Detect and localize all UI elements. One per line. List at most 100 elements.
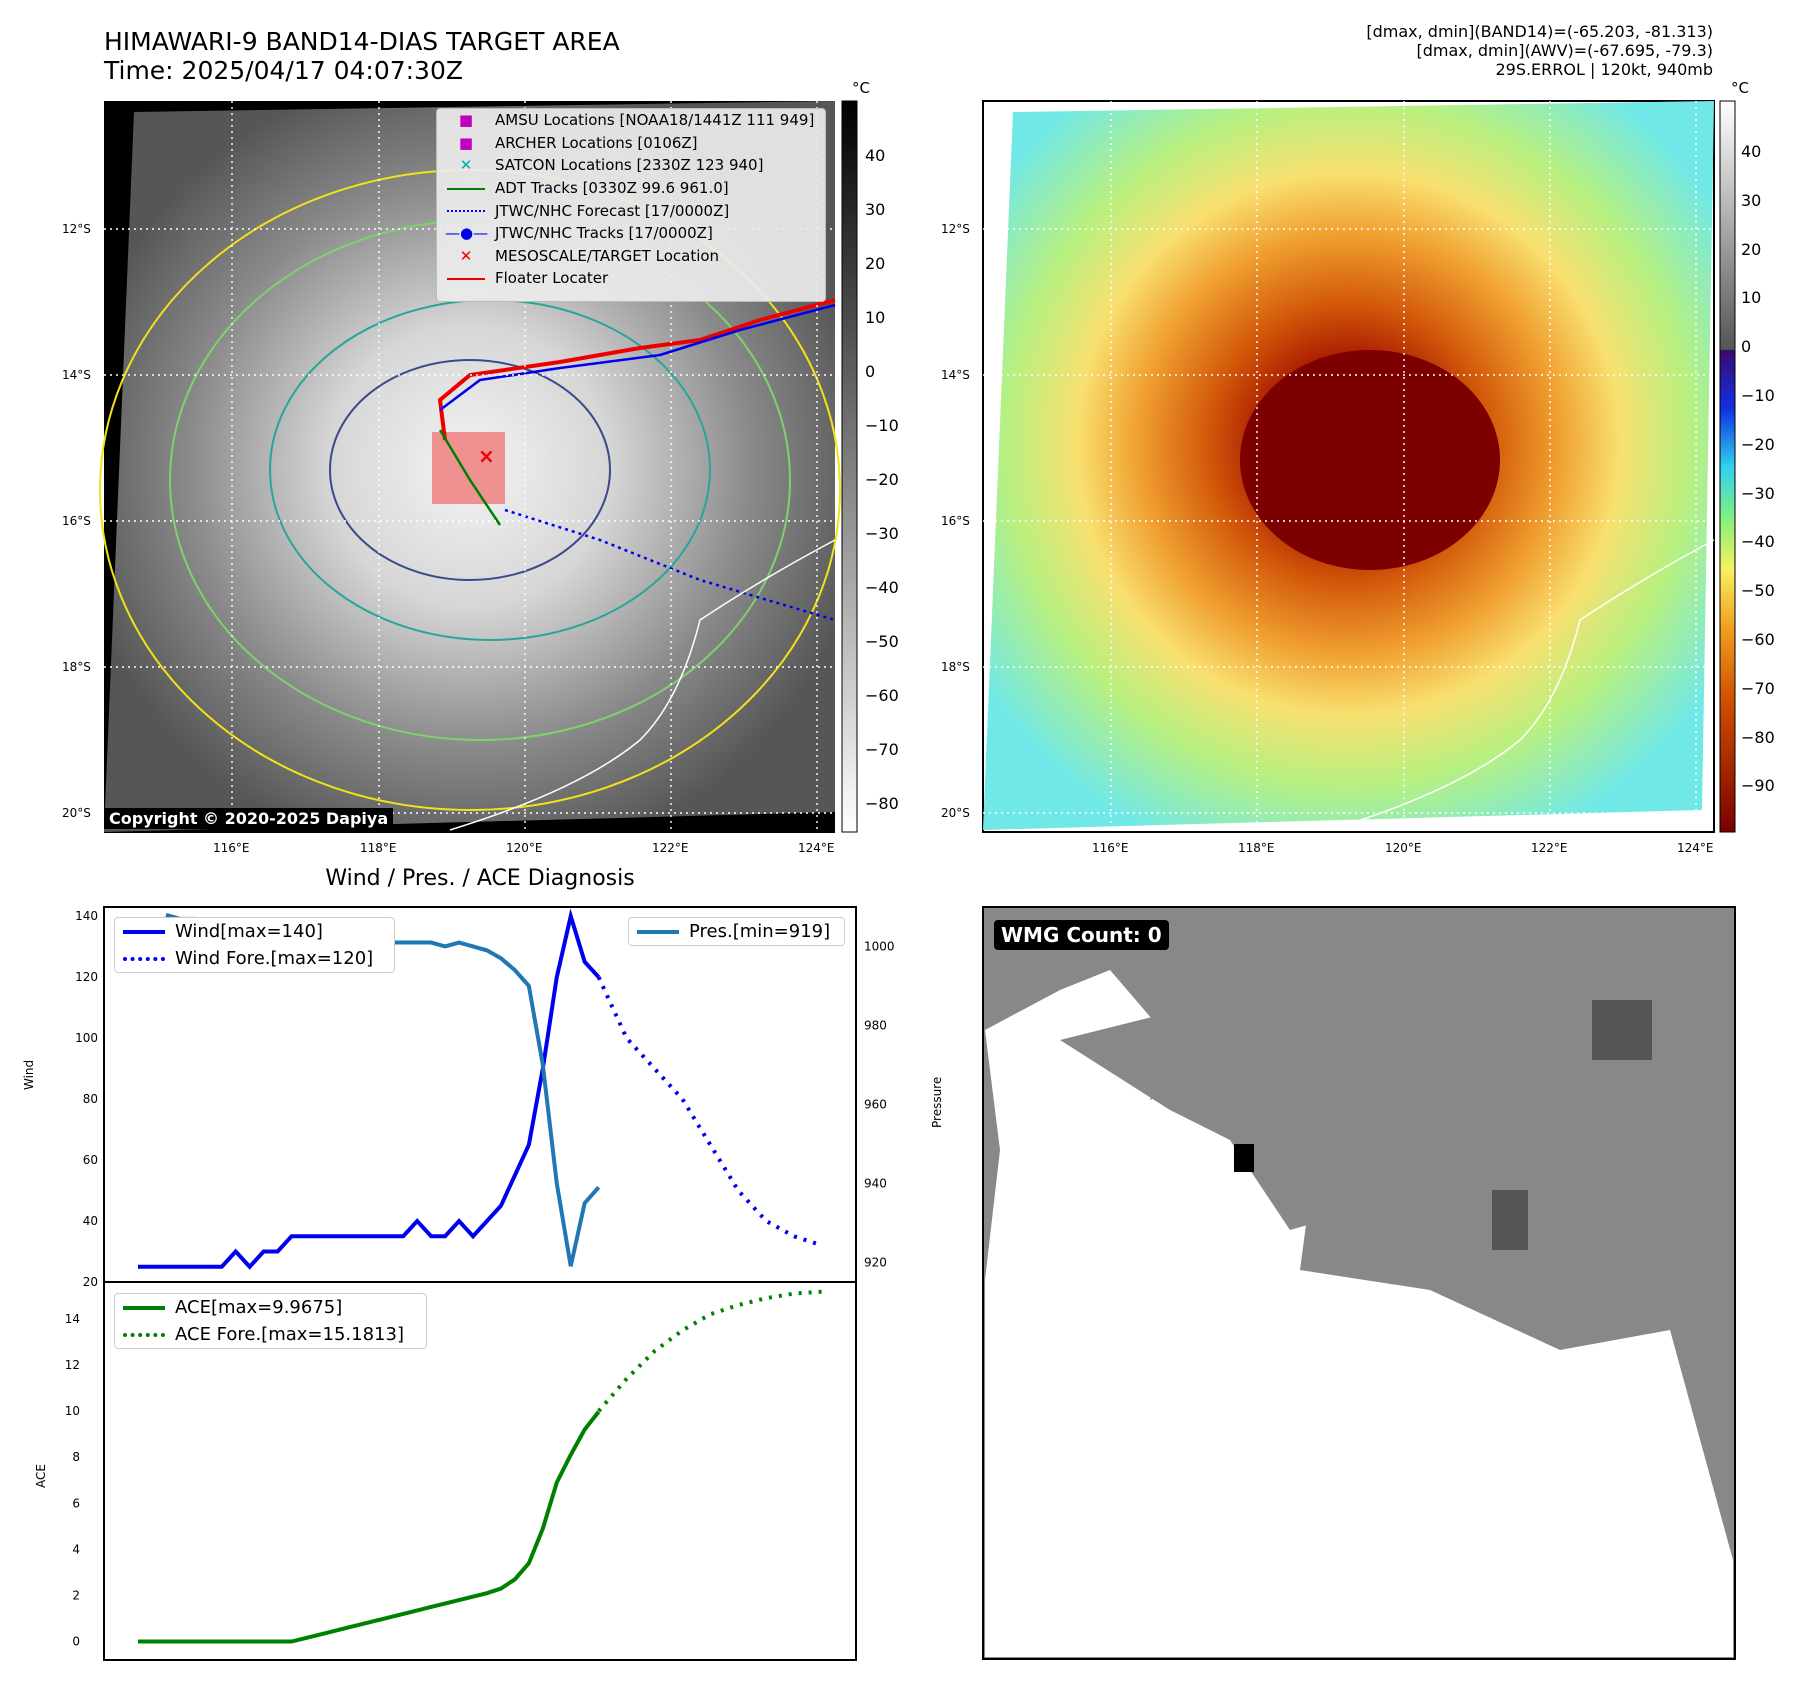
contour-inner [329,359,611,581]
map-legend: ■ AMSU Locations [NOAA18/1441Z 111 949] ■… [436,108,826,302]
ace-tick-label: 0 [72,1635,80,1649]
wmg-black-cell [1234,1144,1254,1172]
copyright-label: Copyright © 2020-2025 Dapiya [104,808,394,829]
colorbar-tick-label: −90 [1741,776,1775,796]
lat-label: 16°S [941,514,970,528]
lon-label: 120°E [506,841,543,855]
colorbar-tick-label: −60 [1741,630,1775,649]
lat-label: 16°S [62,514,91,528]
wind-series-line [138,908,601,1270]
cold-core [1240,350,1500,570]
wind-axis-label: Wind [22,1059,36,1090]
info-line-2: [dmax, dmin](AWV)=(-67.695, -79.3) [1416,41,1713,60]
figure-title: HIMAWARI-9 BAND14-DIAS TARGET AREA Time:… [104,27,620,85]
colorbar-tick-label: −10 [865,416,899,435]
lon-label: 118°E [1238,841,1275,855]
pressure-tick-label: 980 [864,1018,887,1032]
pressure-tick-label: 920 [864,1255,887,1269]
legend-target: ✕ MESOSCALE/TARGET Location [459,246,720,265]
colorbar-tick-label: −50 [1741,581,1775,601]
lon-label: 122°E [652,841,689,855]
ace-tick-label: 6 [72,1496,80,1510]
wind-tick-label: 140 [75,909,98,923]
wmg-count-label: WMG Count: 0 [994,920,1169,950]
colorbar-tick-label: 20 [865,254,886,273]
legend-ace: ACE[max=9.9675] [115,1294,426,1321]
info-line-1: [dmax, dmin](BAND14)=(-65.203, -81.313) [1366,22,1713,41]
wind-legend: Wind[max=140] Wind Fore.[max=120] [114,917,395,973]
coastline-left [449,539,836,831]
wmg-dark-cell [1592,1000,1652,1060]
target-marker: × [478,444,495,468]
legend-ace-forecast: ACE Fore.[max=15.1813] [115,1321,426,1348]
colorbar-tick-label: −70 [865,740,899,759]
lat-label: 14°S [62,368,91,382]
colorbar-tick-label: 20 [1741,239,1762,259]
colorbar-tick-label: 30 [1741,190,1762,210]
wind-tick-label: 40 [83,1214,98,1228]
lon-label: 116°E [1092,841,1129,855]
legend-floater: Floater Locater [437,267,825,290]
colorbar-tick-label: −30 [865,524,899,543]
legend-pressure: Pres.[min=919] [629,918,844,945]
title-line-1: HIMAWARI-9 BAND14-DIAS TARGET AREA [104,27,620,56]
colorbar-tick-label: 40 [1741,142,1762,161]
ace-tick-label: 10 [65,1404,80,1418]
lat-label: 12°S [941,222,970,236]
legend-adt: ADT Tracks [0330Z 99.6 961.0] [437,177,825,200]
pressure-tick-label: 960 [864,1097,887,1111]
legend-wind-forecast: Wind Fore.[max=120] [115,945,394,972]
colorbar-tick-label: 10 [1741,288,1762,308]
wmg-dark-cell [1492,1190,1528,1250]
wind-tick-label: 80 [83,1092,98,1106]
lat-label: 20°S [941,806,970,820]
wind-forecast-line [596,976,823,1248]
ace-tick-label: 12 [65,1358,80,1372]
grid-right [983,101,1714,832]
diagnostic-info: [dmax, dmin](BAND14)=(-65.203, -81.313) … [1366,22,1713,79]
ace-legend: ACE[max=9.9675] ACE Fore.[max=15.1813] [114,1293,427,1349]
lon-label: 120°E [1385,841,1422,855]
colorbar-right-unit: °C [1731,79,1749,97]
pressure-tick-label: 940 [864,1176,887,1190]
lat-label: 20°S [62,806,91,820]
legend-wind: Wind[max=140] [115,918,394,945]
colorbar-tick-label: −60 [865,686,899,705]
ace-forecast-line [597,1289,823,1413]
wind-tick-label: 120 [75,970,98,984]
floater-track [437,298,836,441]
pressure-axis-label: Pressure [930,1076,944,1128]
lat-label: 18°S [941,660,970,674]
wind-tick-label: 20 [83,1275,98,1289]
ace-tick-label: 4 [72,1542,80,1556]
wmg-white-region [985,970,1733,1657]
colorbar-tick-label: −40 [1741,532,1775,552]
colorbar-tick-label: −10 [1741,386,1775,405]
legend-jtwc-forecast: JTWC/NHC Forecast [17/0000Z] [437,199,825,222]
colorbar-tick-label: −20 [1741,434,1775,454]
colorbar-tick-label: −80 [865,794,899,813]
colorbar-tick-label: −40 [865,578,899,597]
legend-archer: ■ ARCHER Locations [0106Z] [458,133,698,152]
colorbar-tick-label: −20 [865,470,899,489]
lat-label: 18°S [62,660,91,674]
colorbar-tick-label: −80 [1741,727,1775,747]
ace-tick-label: 2 [72,1588,80,1602]
chart-title: Wind / Pres. / ACE Diagnosis [325,866,635,891]
ace-series-line [138,1410,601,1644]
title-line-2: Time: 2025/04/17 04:07:30Z [104,56,463,85]
ace-tick-label: 8 [72,1450,80,1464]
lon-label: 116°E [213,841,250,855]
colorbar-right [1719,100,1736,833]
jtwc-forecast [504,508,836,622]
pressure-tick-label: 1000 [864,939,895,953]
coastline-right [1329,539,1715,831]
colorbar-tick-label: −30 [1741,483,1775,503]
lon-label: 122°E [1531,841,1568,855]
pressure-legend: Pres.[min=919] [628,917,845,946]
jtwc-track [439,303,836,411]
colorbar-tick-label: 40 [865,146,886,165]
lat-label: 12°S [62,222,91,236]
